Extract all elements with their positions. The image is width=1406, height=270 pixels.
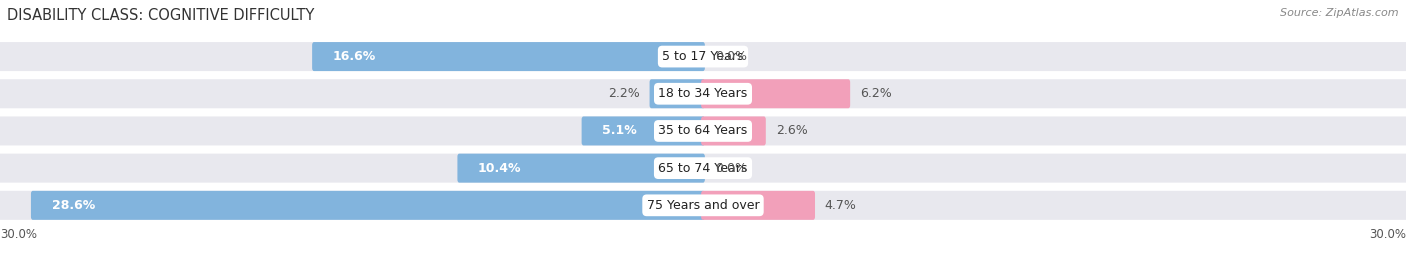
FancyBboxPatch shape (702, 79, 851, 108)
FancyBboxPatch shape (702, 116, 766, 146)
Text: 16.6%: 16.6% (333, 50, 375, 63)
Text: 5.1%: 5.1% (602, 124, 637, 137)
Text: 6.2%: 6.2% (860, 87, 891, 100)
FancyBboxPatch shape (0, 79, 1406, 108)
FancyBboxPatch shape (0, 42, 1406, 71)
Text: DISABILITY CLASS: COGNITIVE DIFFICULTY: DISABILITY CLASS: COGNITIVE DIFFICULTY (7, 8, 315, 23)
FancyBboxPatch shape (31, 191, 704, 220)
Text: 5 to 17 Years: 5 to 17 Years (662, 50, 744, 63)
Text: 30.0%: 30.0% (0, 228, 37, 241)
Text: 0.0%: 0.0% (714, 162, 747, 175)
FancyBboxPatch shape (0, 116, 1406, 146)
Text: Source: ZipAtlas.com: Source: ZipAtlas.com (1281, 8, 1399, 18)
Text: 2.6%: 2.6% (776, 124, 807, 137)
Text: 75 Years and over: 75 Years and over (647, 199, 759, 212)
FancyBboxPatch shape (650, 79, 704, 108)
Text: 35 to 64 Years: 35 to 64 Years (658, 124, 748, 137)
Text: 30.0%: 30.0% (1369, 228, 1406, 241)
Text: 65 to 74 Years: 65 to 74 Years (658, 162, 748, 175)
FancyBboxPatch shape (0, 154, 1406, 183)
Text: 10.4%: 10.4% (478, 162, 522, 175)
FancyBboxPatch shape (457, 154, 704, 183)
FancyBboxPatch shape (0, 191, 1406, 220)
FancyBboxPatch shape (312, 42, 704, 71)
Text: 0.0%: 0.0% (714, 50, 747, 63)
FancyBboxPatch shape (702, 191, 815, 220)
FancyBboxPatch shape (582, 116, 704, 146)
Text: 18 to 34 Years: 18 to 34 Years (658, 87, 748, 100)
Text: 2.2%: 2.2% (607, 87, 640, 100)
Text: 28.6%: 28.6% (52, 199, 94, 212)
Text: 4.7%: 4.7% (825, 199, 856, 212)
